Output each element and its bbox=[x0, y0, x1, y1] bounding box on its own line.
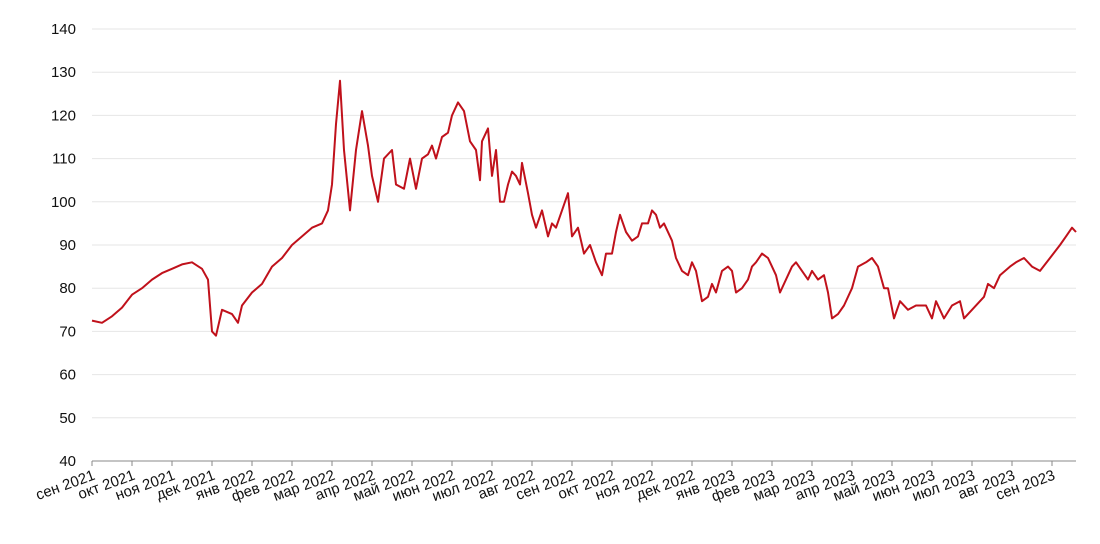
line bbox=[91, 79, 1077, 337]
y-tick-label: 100 bbox=[51, 194, 76, 211]
y-tick-label: 40 bbox=[59, 453, 76, 470]
y-tick-label: 80 bbox=[59, 280, 76, 297]
y-tick-label: 120 bbox=[51, 107, 76, 124]
y-tick-label: 140 bbox=[51, 21, 76, 38]
y-tick-label: 110 bbox=[52, 151, 76, 168]
y-tick-label: 70 bbox=[59, 323, 76, 340]
y-tick-label: 50 bbox=[59, 410, 76, 427]
y-tick-label: 60 bbox=[59, 367, 76, 384]
y-tick-label: 130 bbox=[51, 64, 76, 81]
y-tick-label: 90 bbox=[59, 237, 76, 254]
